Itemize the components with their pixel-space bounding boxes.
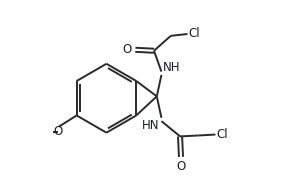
Text: O: O: [53, 125, 63, 138]
Text: Cl: Cl: [188, 27, 200, 40]
Text: HN: HN: [142, 119, 160, 132]
Text: O: O: [176, 160, 186, 173]
Text: NH: NH: [163, 61, 180, 74]
Text: O: O: [123, 43, 132, 56]
Text: Cl: Cl: [216, 128, 228, 141]
